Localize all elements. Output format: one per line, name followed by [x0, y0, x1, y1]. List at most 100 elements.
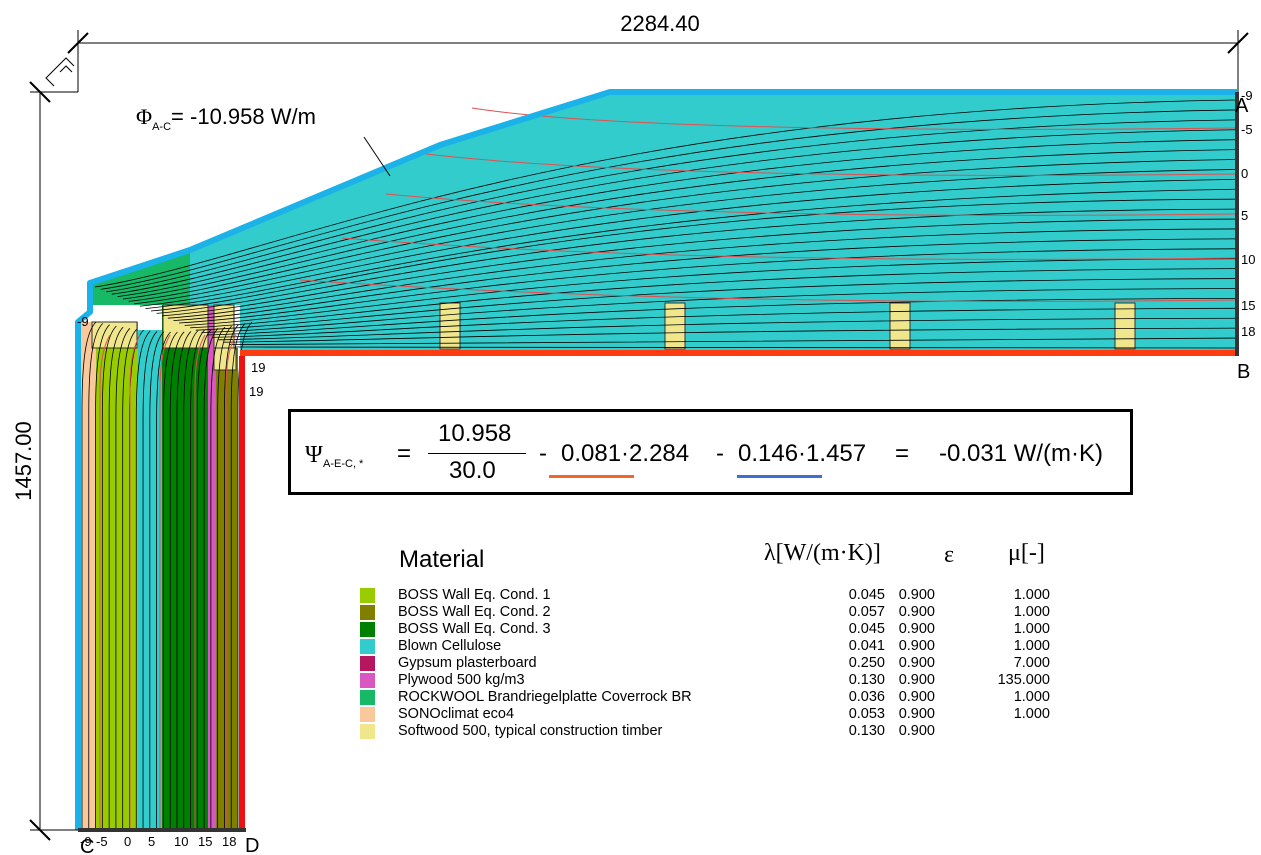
legend-swatch — [360, 622, 375, 637]
legend-epsilon: 0.900 — [898, 587, 935, 603]
legend-lambda: 0.036 — [848, 689, 885, 705]
wall-isotherm-label: 15 — [198, 834, 212, 849]
psi-formula-box: Ψ A-E-C, * = 10.958 30.0 - 0.081·2.284 -… — [288, 409, 1133, 495]
roof-flow-line — [195, 278, 1236, 331]
roof-flow-line — [218, 317, 1236, 341]
isotherm-line — [194, 334, 206, 830]
legend-epsilon: 0.900 — [898, 689, 935, 705]
wall-flow-line — [217, 325, 232, 830]
wall-plywood-layer — [208, 305, 216, 830]
legend-lambda: 0.045 — [848, 587, 885, 603]
roof-flow-line — [134, 169, 1236, 305]
legend-epsilon: 0.900 — [898, 604, 935, 620]
isotherm-line — [99, 334, 111, 830]
wall-isotherm-label: 0 — [124, 834, 131, 849]
legend-lambda: 0.041 — [848, 638, 885, 654]
legend-header-material: Material — [399, 546, 485, 573]
roof-stud-2 — [664, 302, 686, 350]
roof-flow-line — [201, 288, 1236, 333]
psi-symbol: Ψ — [305, 442, 323, 468]
wall-flow-line — [95, 324, 110, 830]
isotherm-line — [341, 237, 1236, 260]
roof-flow-line — [162, 218, 1236, 317]
roof-cellulose-region — [90, 92, 1237, 355]
legend-material-name: BOSS Wall Eq. Cond. 2 — [398, 604, 551, 620]
legend-header-mu: μ[-] — [1008, 540, 1045, 566]
roof-stud-4 — [1114, 302, 1136, 350]
equals-1: = — [397, 440, 412, 467]
legend-swatch — [360, 707, 375, 722]
legend-swatch — [360, 724, 375, 739]
fraction-bar — [428, 453, 526, 454]
wall-isotherm-label: 10 — [174, 834, 188, 849]
legend-mu: 1.000 — [1013, 604, 1050, 620]
wall-flow-line — [108, 326, 124, 830]
roof-flow-line — [223, 327, 1236, 343]
term-1: 0.081·2.284 — [561, 440, 690, 467]
legend-mu: 135.000 — [997, 672, 1050, 688]
legend-row: Gypsum plasterboard 0.250 0.900 7.000 — [360, 655, 1080, 672]
exterior-boundary — [75, 89, 1237, 830]
legend-row: BOSS Wall Eq. Cond. 3 0.045 0.900 1.000 — [360, 621, 1080, 638]
roof-isotherm-label: 15 — [1241, 298, 1255, 313]
roof-flow-line — [106, 119, 1236, 293]
isotherm-line — [425, 153, 1236, 176]
wall-isotherm-label: 18 — [222, 834, 236, 849]
heat-flow-label: ΦA-C= -10.958 W/m — [136, 104, 316, 133]
roof-flow-line — [111, 129, 1236, 295]
legend-lambda: 0.130 — [848, 672, 885, 688]
legend-mu: 7.000 — [1013, 655, 1050, 671]
legend-material-name: Gypsum plasterboard — [398, 655, 537, 671]
legend-mu: 1.000 — [1013, 621, 1050, 637]
legend-lambda: 0.045 — [848, 621, 885, 637]
wall-flow-line — [156, 331, 171, 830]
legend-header-epsilon: ε — [944, 542, 955, 568]
term-1-underline — [549, 475, 634, 478]
point-a-label: A — [1235, 95, 1249, 117]
wall-flow-line — [230, 323, 246, 830]
result-value: -0.031 W/(m·K) — [939, 440, 1104, 467]
wall-flow-line — [101, 325, 117, 830]
legend-row: Softwood 500, typical construction timbe… — [360, 723, 1080, 740]
legend-material-name: ROCKWOOL Brandriegelplatte Coverrock BR — [398, 689, 692, 705]
roof-isotherm-label: -5 — [1241, 122, 1253, 137]
legend-swatch — [360, 690, 375, 705]
wall-flow-line — [115, 328, 131, 830]
legend-swatch — [360, 605, 375, 620]
legend-lambda: 0.057 — [848, 604, 885, 620]
legend-material-name: Plywood 500 kg/m3 — [398, 672, 525, 688]
wall-flow-line — [149, 331, 165, 830]
legend-row: Blown Cellulose 0.041 0.900 1.000 — [360, 638, 1080, 655]
isotherm-line — [299, 279, 1236, 302]
roof-flow-line — [145, 188, 1236, 309]
fraction-denominator: 30.0 — [449, 457, 496, 484]
minus-2: - — [716, 440, 724, 467]
wall-flow-line — [135, 330, 151, 830]
wall-isotherm-labels: -9 -5 0 5 10 15 18 — [80, 834, 236, 849]
point-b-label: B — [1237, 361, 1250, 383]
minus-1: - — [539, 440, 547, 467]
phi-leader-line — [363, 136, 391, 177]
wall-flow-lines — [81, 321, 253, 830]
roof-flow-line — [139, 178, 1236, 307]
roof-flow-line — [184, 258, 1236, 326]
roof-flow-line — [122, 149, 1236, 300]
roof-flow-line — [178, 248, 1236, 324]
point-c-label: C — [80, 836, 94, 855]
roof-flow-line — [100, 109, 1236, 290]
legend-epsilon: 0.900 — [898, 621, 935, 637]
legend-header-lambda: λ[W/(m·K)] — [764, 540, 881, 566]
left-edge-isotherm-label: -9 — [77, 314, 89, 329]
term-2-underline — [737, 475, 822, 478]
wall-flow-line — [142, 331, 158, 830]
wall-isotherm-label: -9 — [80, 834, 92, 849]
legend-swatch — [360, 673, 375, 688]
roof-flow-line — [167, 228, 1236, 319]
isotherm-line — [159, 334, 171, 830]
legend-material-name: SONOclimat eco4 — [398, 706, 515, 722]
roof-isotherm-label: 0 — [1241, 166, 1248, 181]
legend-swatch — [360, 656, 375, 671]
dimension-left — [29, 81, 78, 841]
corner-isotherm-label-1: 19 — [251, 360, 265, 375]
